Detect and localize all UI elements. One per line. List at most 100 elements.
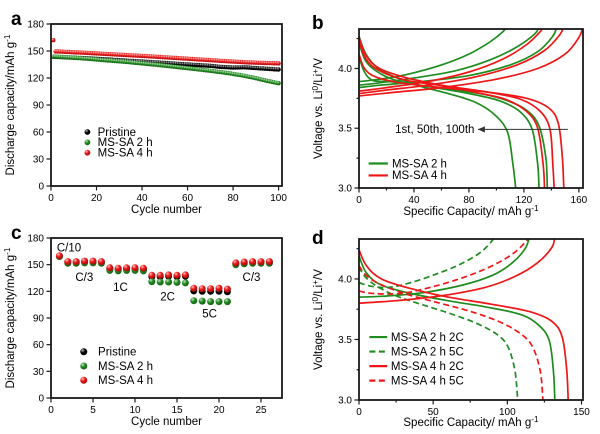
legend-marker-icon	[84, 139, 91, 146]
axes-ticks	[354, 37, 580, 193]
tick-labels: 0 50 100 150 3.0 3.5 4.0	[338, 274, 590, 418]
svg-text:30: 30	[33, 367, 45, 378]
legend-b: MS-SA 2 hMS-SA 4 h	[368, 158, 447, 182]
legend-item-ms-sa-4-h-2c: MS-SA 4 h 2C	[369, 361, 464, 373]
series-ms-sa-4-h-discharge-50th	[359, 40, 555, 188]
legend-item-ms-sa-4-h: MS-SA 4 h	[368, 170, 447, 182]
svg-text:MS-SA 4 h: MS-SA 4 h	[98, 375, 153, 387]
panel-letter-b: b	[312, 13, 324, 34]
y-axis-label-a: Discharge capacity/mAh g-1	[3, 34, 17, 175]
svg-text:40: 40	[408, 195, 420, 206]
axis-frame	[358, 238, 584, 401]
series-layer	[51, 38, 281, 86]
legend-marker-icon	[84, 149, 91, 156]
svg-text:MS-SA 2 h 5C: MS-SA 2 h 5C	[391, 346, 464, 358]
legend-item-ms-sa-2-h-2c: MS-SA 2 h 2C	[369, 332, 464, 344]
svg-text:15: 15	[171, 405, 183, 416]
svg-text:2C: 2C	[160, 291, 175, 303]
svg-text:0: 0	[38, 394, 44, 405]
series-layer	[359, 239, 570, 400]
legend-item-ms-sa-2-h: MS-SA 2 h	[84, 137, 153, 149]
series-ms-sa-4-h	[55, 252, 273, 293]
series-ms-sa-2-h-discharge-50th	[359, 41, 540, 188]
svg-text:150: 150	[27, 47, 44, 58]
x-axis-label-c: Cycle number	[131, 416, 202, 428]
legend-marker-icon	[80, 376, 88, 384]
annotation-c-3: C/3	[243, 272, 261, 284]
legend-marker-icon	[80, 348, 88, 356]
svg-text:MS-SA 2 h: MS-SA 2 h	[98, 137, 153, 149]
tick-labels: 0 20 40 60 80 100 0 30 60 90 120 150 180	[27, 20, 287, 205]
panel-c: c 0 5 10 15 20 25 0 30 60 90 120 150 180 Cycle number D…	[3, 223, 283, 428]
panel-d: d 0 50 100 150 3.0 3.5 4.0 Specific Capacity/ mA…	[311, 228, 590, 429]
svg-text:0: 0	[48, 405, 54, 416]
series-ms-sa-2-h-discharge-1st	[359, 56, 549, 188]
tick-labels: 0 40 80 120 160 3.0 3.5 4.0	[338, 64, 588, 206]
annotation-1c: 1C	[113, 282, 128, 294]
annotation-c-3: C/3	[75, 272, 93, 284]
series-ms-sa-4-h-2c-discharge	[359, 249, 570, 400]
series-ms-sa-4-h-discharge-100th	[359, 37, 546, 188]
series-ms-sa-4-h-5c-discharge	[359, 265, 544, 400]
annotation-c-10: C/10	[57, 243, 81, 255]
annotation-5c: 5C	[202, 308, 217, 320]
legend-item-ms-sa-2-h: MS-SA 2 h	[368, 158, 447, 170]
series-ms-sa-4-h	[51, 38, 281, 66]
legend-item-ms-sa-4-h-5c: MS-SA 4 h 5C	[369, 375, 464, 387]
svg-text:60: 60	[33, 128, 45, 139]
svg-text:3.5: 3.5	[338, 335, 352, 346]
axes-ticks	[46, 23, 280, 191]
svg-text:120: 120	[27, 287, 44, 298]
svg-text:C/3: C/3	[243, 272, 261, 284]
svg-text:1C: 1C	[113, 282, 128, 294]
svg-text:150: 150	[27, 260, 44, 271]
svg-text:60: 60	[182, 193, 194, 204]
series-ms-sa-2-h	[51, 54, 281, 86]
svg-text:4.0: 4.0	[338, 64, 352, 75]
svg-text:25: 25	[255, 405, 267, 416]
svg-text:160: 160	[571, 195, 588, 206]
legend-item-ms-sa-2-h-5c: MS-SA 2 h 5C	[369, 346, 464, 358]
svg-text:80: 80	[463, 195, 475, 206]
axis-frame	[358, 28, 584, 189]
series-layer	[359, 29, 583, 188]
svg-text:180: 180	[27, 20, 44, 31]
axis-frame	[50, 23, 283, 187]
svg-text:C/3: C/3	[75, 272, 93, 284]
svg-text:3.0: 3.0	[338, 396, 352, 407]
y-axis-label-d: Voltage vs. Li0/Li+/V	[311, 269, 325, 370]
panel-letter-d: d	[312, 228, 324, 249]
y-axis-label-b: Voltage vs. Li0/Li+/V	[311, 58, 325, 159]
series-ms-sa-4-h-5c-charge	[359, 239, 530, 295]
svg-text:MS-SA 2 h 2C: MS-SA 2 h 2C	[391, 332, 464, 344]
svg-text:20: 20	[91, 193, 103, 204]
svg-text:90: 90	[33, 314, 45, 325]
series-ms-sa-2-h-2c-charge	[359, 239, 530, 298]
series-ms-sa-2-h-charge-50th	[359, 29, 540, 87]
series-ms-sa-4-h-charge-100th	[359, 29, 544, 93]
legend-marker-icon	[84, 129, 91, 135]
series-ms-sa-2-h-charge-1st	[359, 29, 558, 89]
svg-text:10: 10	[129, 405, 141, 416]
svg-text:0: 0	[356, 407, 362, 418]
svg-text:1st, 50th, 100th: 1st, 50th, 100th	[395, 124, 474, 136]
svg-text:50: 50	[428, 407, 440, 418]
legend-item-ms-sa-4-h: MS-SA 4 h	[84, 148, 153, 160]
svg-text:30: 30	[33, 155, 45, 166]
svg-text:150: 150	[573, 407, 590, 418]
panel-a: a 0 20 40 60 80 100 0 30 60 90 120 150 180 Cycle numbe…	[3, 9, 288, 216]
svg-text:100: 100	[270, 193, 287, 204]
svg-text:MS-SA 4 h 2C: MS-SA 4 h 2C	[391, 361, 464, 373]
panel-letter-c: c	[11, 223, 22, 244]
svg-text:C/10: C/10	[57, 243, 81, 255]
arrow-left-icon	[477, 126, 485, 133]
svg-text:40: 40	[136, 193, 148, 204]
svg-text:5C: 5C	[202, 308, 217, 320]
x-axis-label-a: Cycle number	[131, 204, 202, 216]
svg-text:120: 120	[27, 74, 44, 85]
svg-text:100: 100	[499, 407, 516, 418]
svg-text:MS-SA 4 h 5C: MS-SA 4 h 5C	[391, 375, 464, 387]
